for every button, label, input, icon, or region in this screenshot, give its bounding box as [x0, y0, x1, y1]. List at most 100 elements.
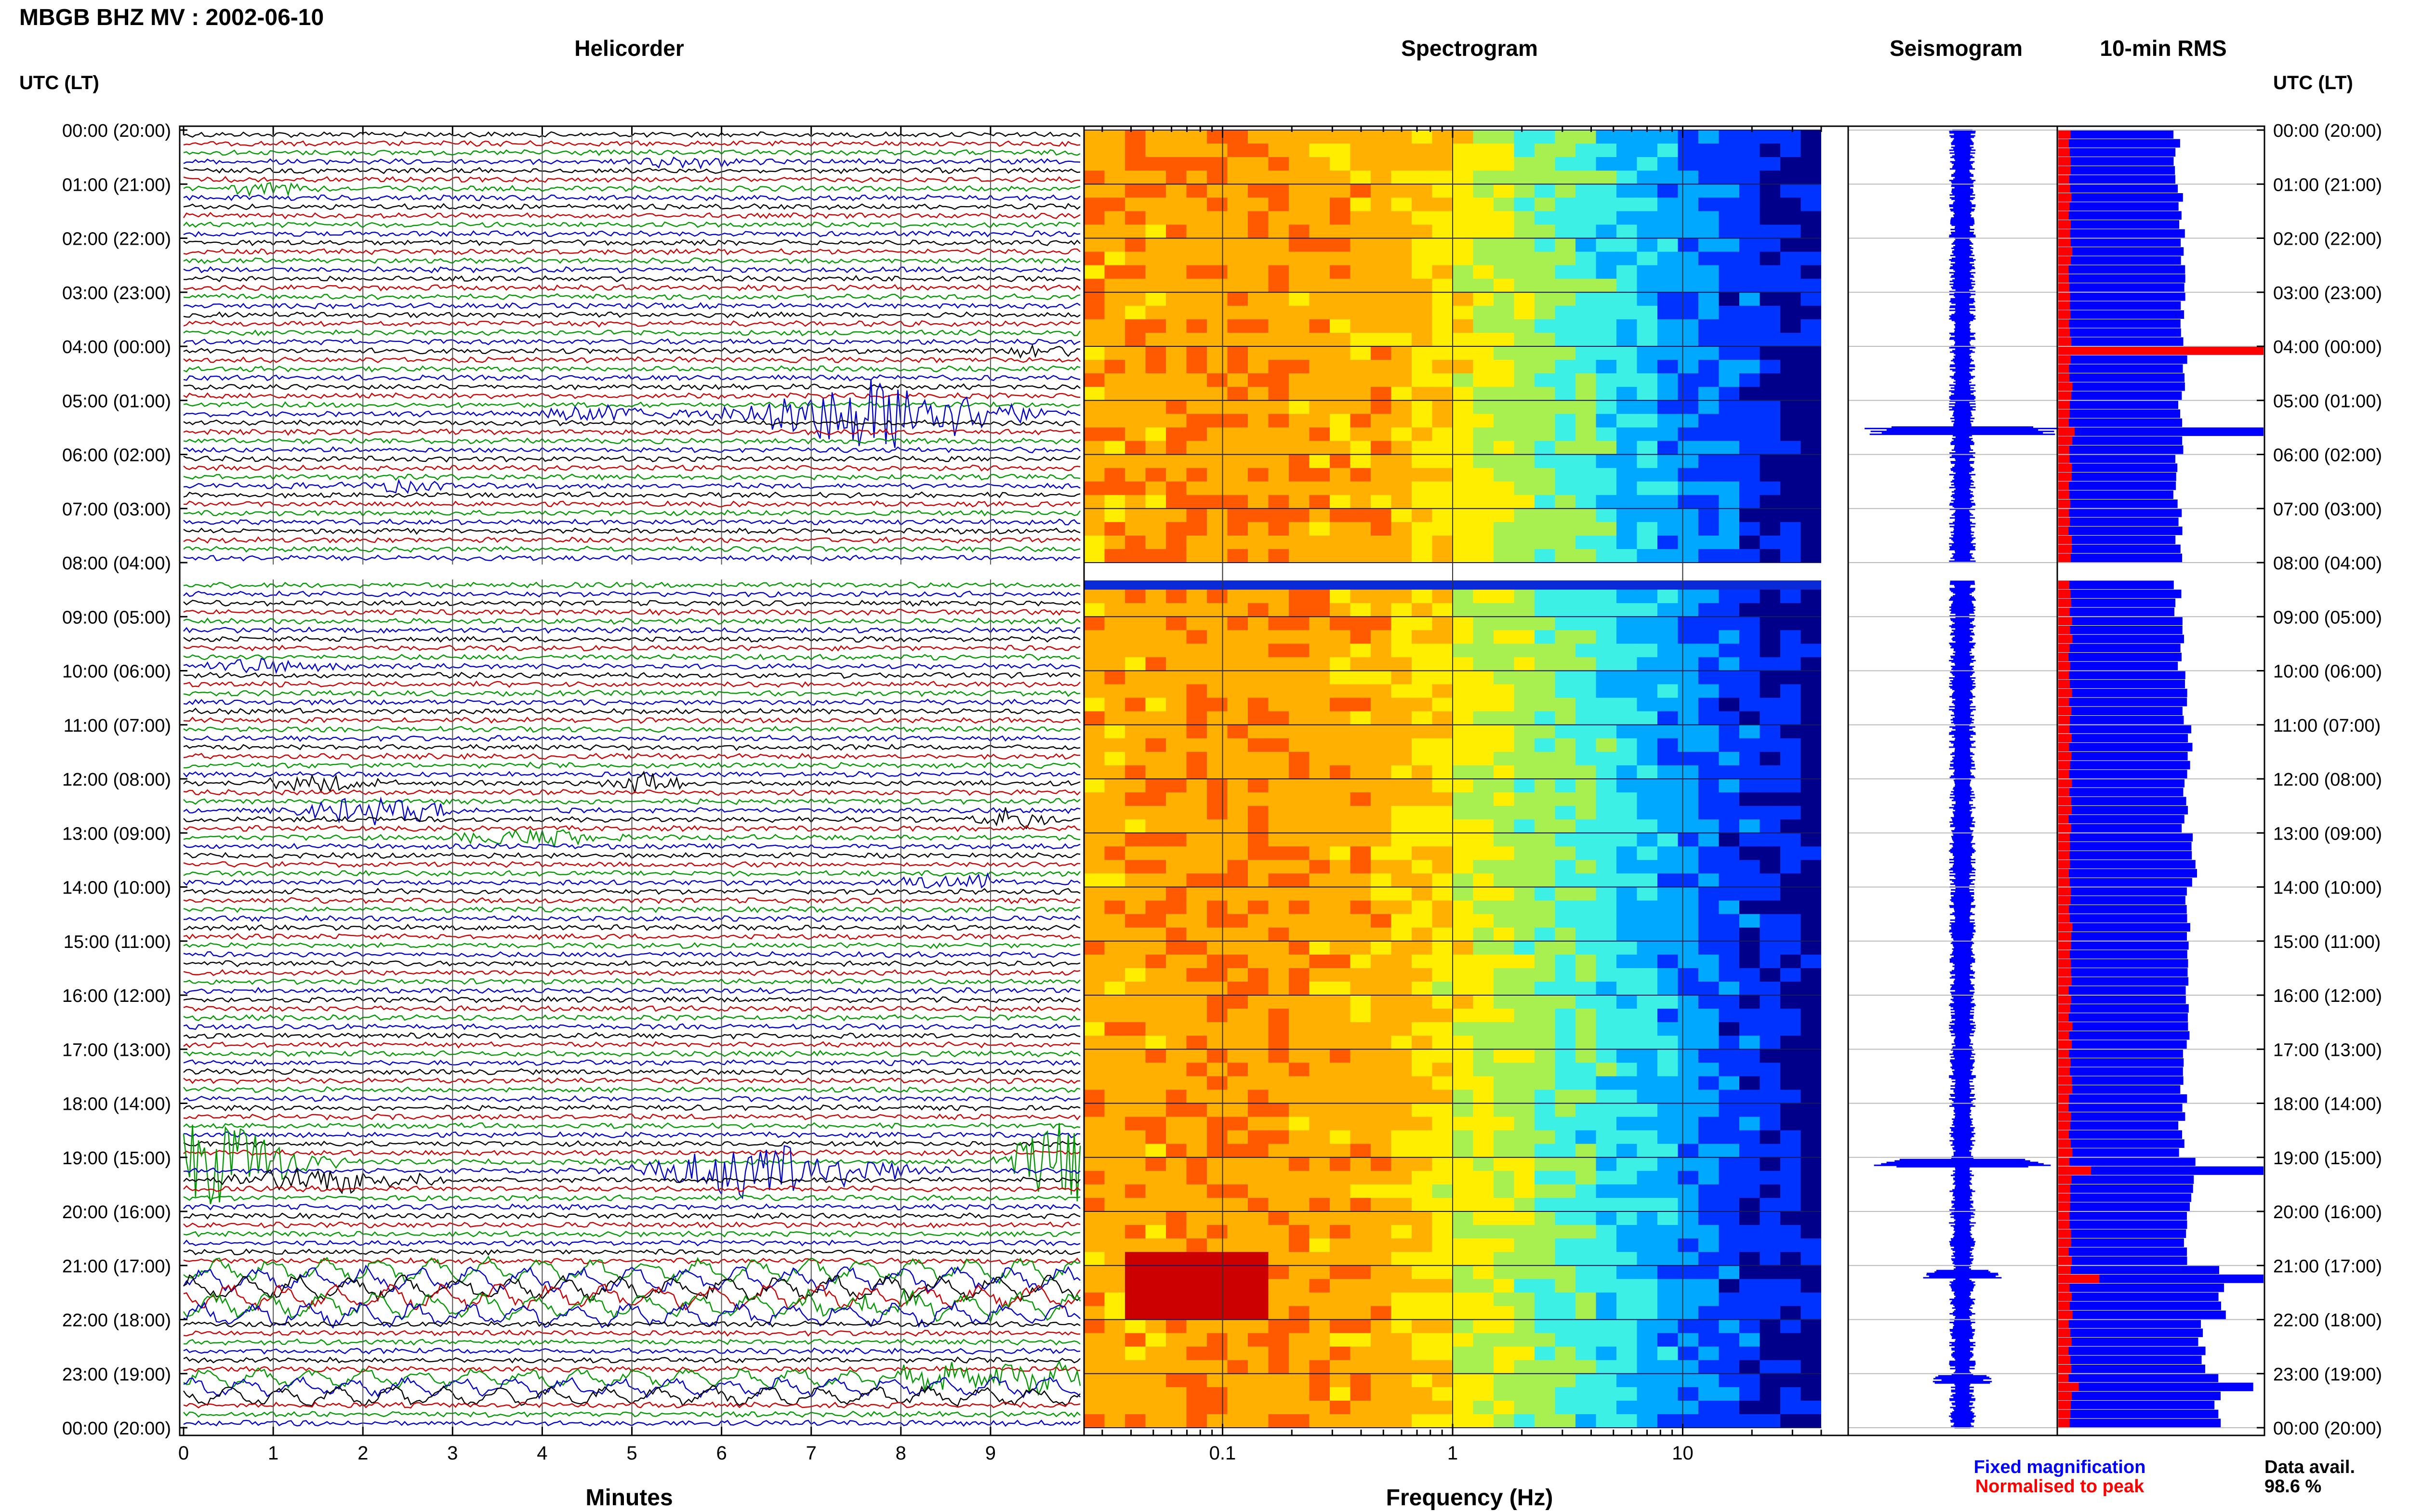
spectrogram-cell — [1330, 1036, 1351, 1050]
spectrogram-cell — [1391, 860, 1412, 874]
spectrogram-cell — [1739, 603, 1760, 618]
spectrogram-cell — [1145, 1238, 1166, 1252]
spectrogram-cell — [1207, 603, 1228, 618]
spectrogram-cell — [1657, 860, 1679, 874]
spectrogram-cell — [1657, 941, 1679, 955]
spectrogram-cell — [1330, 238, 1351, 252]
spectrogram-cell — [1268, 1319, 1289, 1334]
spectrogram-cell — [1575, 887, 1597, 901]
spectrogram-cell — [1268, 211, 1289, 225]
spectrogram-cell — [1432, 765, 1453, 779]
spectrogram-cell — [1330, 1292, 1351, 1307]
time-tick-label-left: 09:00 (05:00) — [62, 607, 171, 628]
spectrogram-cell — [1371, 224, 1392, 239]
spectrogram-cell — [1248, 387, 1269, 401]
spectrogram-cell — [1637, 1414, 1658, 1428]
spectrogram-cell — [1350, 630, 1371, 644]
spectrogram-cell — [1514, 278, 1535, 293]
spectrogram-cell — [1494, 414, 1515, 428]
spectrogram-cell — [1637, 887, 1658, 901]
spectrogram-cell — [1678, 995, 1699, 1009]
spectrogram-cell — [1371, 1103, 1392, 1118]
spectrogram-cell — [1084, 1076, 1105, 1091]
spectrogram-cell — [1637, 1279, 1658, 1293]
spectrogram-cell — [1186, 1414, 1207, 1428]
spectrogram-cell — [1800, 400, 1822, 415]
spectrogram-cell — [1227, 251, 1248, 266]
spectrogram-cell — [1350, 238, 1371, 252]
spectrogram-cell — [1555, 171, 1576, 185]
spectrogram-cell — [1166, 644, 1187, 658]
spectrogram-cell — [1719, 995, 1740, 1009]
spectrogram-cell — [1145, 495, 1166, 509]
spectrogram-cell — [1637, 603, 1658, 618]
rms-bar-normalised — [2058, 617, 2072, 625]
rms-bar-normalised — [2058, 680, 2070, 688]
spectrogram-cell — [1575, 833, 1597, 847]
spectrogram-cell — [1739, 1292, 1760, 1307]
spectrogram-cell — [1453, 387, 1474, 401]
spectrogram-cell — [1514, 265, 1535, 279]
spectrogram-cell — [1616, 590, 1638, 604]
spectrogram-cell — [1166, 711, 1187, 725]
spectrogram-cell — [1125, 251, 1146, 266]
spectrogram-cell — [1166, 900, 1187, 915]
spectrogram-cell — [1084, 387, 1105, 401]
rms-bar-fixed — [2058, 526, 2183, 535]
spectrogram-cell — [1268, 833, 1289, 847]
spectrogram-cell — [1248, 792, 1269, 806]
spectrogram-cell — [1207, 1157, 1228, 1171]
spectrogram-cell — [1371, 590, 1392, 604]
spectrogram-cell — [1268, 724, 1289, 739]
spectrogram-cell — [1719, 481, 1740, 496]
spectrogram-cell — [1207, 1225, 1228, 1239]
spectrogram-cell — [1760, 346, 1781, 360]
spectrogram-cell — [1084, 1049, 1105, 1064]
rms-bar-normalised — [2058, 1346, 2069, 1355]
spectrogram-cell — [1514, 468, 1535, 482]
spectrogram-cell — [1104, 1319, 1125, 1334]
spectrogram-cell — [1084, 265, 1105, 279]
spectrogram-cell — [1186, 1333, 1207, 1347]
spectrogram-cell — [1391, 495, 1412, 509]
spectrogram-cell — [1535, 630, 1556, 644]
spectrogram-cell — [1719, 305, 1740, 320]
spectrogram-cell — [1473, 481, 1494, 496]
spectrogram-cell — [1227, 779, 1248, 793]
spectrogram-cell — [1698, 751, 1720, 766]
spectrogram-cell — [1104, 900, 1125, 915]
spectrogram-cell — [1596, 1252, 1617, 1266]
spectrogram-cell — [1453, 1170, 1474, 1185]
spectrogram-cell — [1125, 1238, 1146, 1252]
spectrogram-cell — [1739, 468, 1760, 482]
spectrogram-cell — [1494, 387, 1515, 401]
spectrogram-cell — [1248, 346, 1269, 360]
rms-bar-fixed — [2058, 373, 2185, 382]
spectrogram-cell — [1780, 400, 1801, 415]
spectrogram-cell — [1104, 1009, 1125, 1023]
rms-bar-normalised — [2058, 743, 2069, 751]
spectrogram-cell — [1391, 630, 1412, 644]
spectrogram-cell — [1780, 1211, 1801, 1225]
spectrogram-cell — [1657, 387, 1679, 401]
spectrogram-cell — [1166, 1197, 1187, 1212]
spectrogram-cell — [1330, 414, 1351, 428]
spectrogram-cell — [1575, 697, 1597, 712]
spectrogram-cell — [1432, 1157, 1453, 1171]
spectrogram-cell — [1350, 468, 1371, 482]
spectrogram-cell — [1780, 495, 1801, 509]
spectrogram-cell — [1473, 697, 1494, 712]
spectrogram-cell — [1473, 860, 1494, 874]
spectrogram-cell — [1555, 1225, 1576, 1239]
rms-bar-fixed — [2058, 1355, 2202, 1364]
spectrogram-cell — [1289, 846, 1310, 861]
spectrogram-cell — [1678, 1103, 1699, 1118]
spectrogram-cell — [1186, 508, 1207, 523]
spectrogram-cell — [1330, 549, 1351, 563]
spectrogram-cell — [1555, 1400, 1576, 1415]
spectrogram-cell — [1166, 671, 1187, 685]
spectrogram-cell — [1535, 792, 1556, 806]
spectrogram-cell — [1371, 738, 1392, 752]
spectrogram-cell — [1309, 887, 1330, 901]
spectrogram-cell — [1330, 1387, 1351, 1401]
